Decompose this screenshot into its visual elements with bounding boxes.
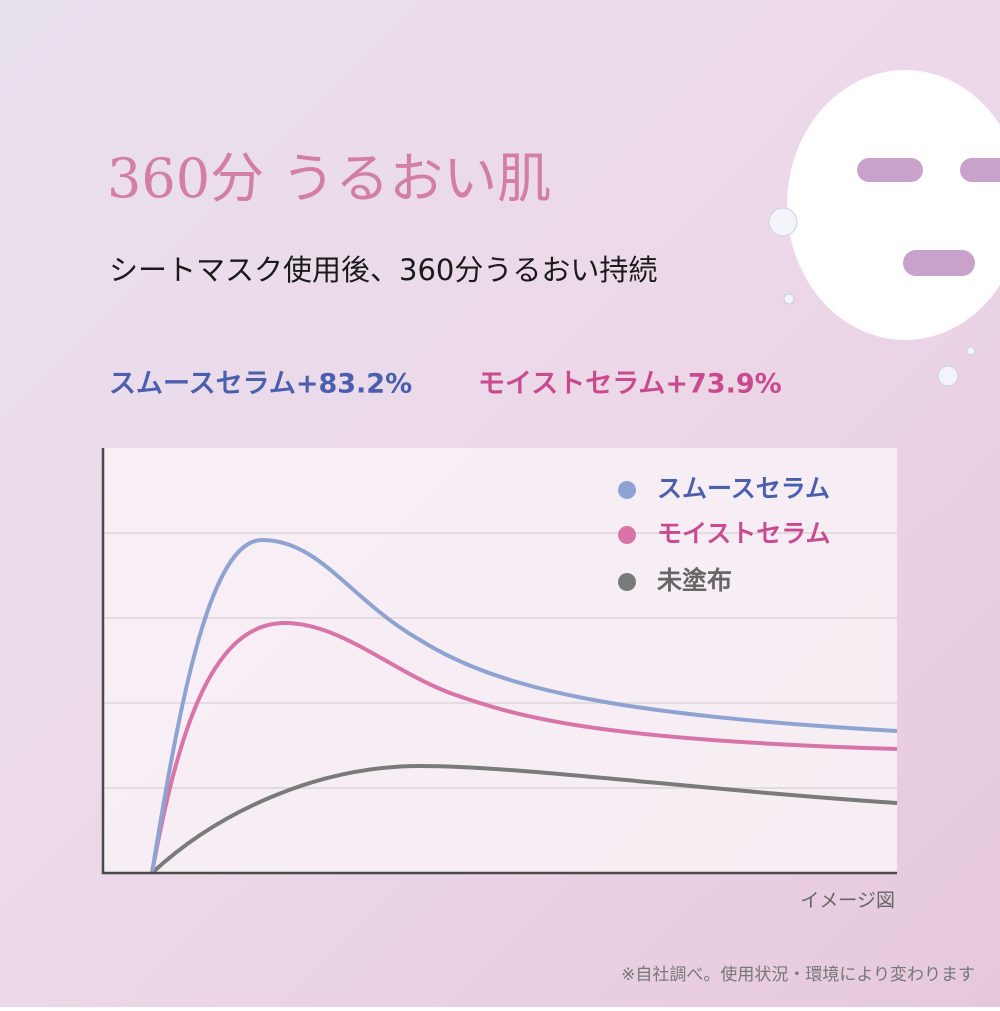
legend-label: 未塗布 [657,566,732,595]
legend-label: スムースセラム [657,474,830,503]
caption: イメージ図 [800,890,895,912]
claim: モイストセラム+73.9% [478,369,782,400]
legend-label: モイストセラム [657,519,831,548]
title: 360分 うるおい肌 [107,147,551,210]
footnote: ※自社調べ。使用状況・環境により変わります [621,964,975,985]
subtitle: シートマスク使用後、360分うるおい持続 [109,253,657,287]
graph [101,448,898,875]
claim: スムースセラム+83.2% [109,369,412,400]
sheet-mask [768,70,1000,387]
